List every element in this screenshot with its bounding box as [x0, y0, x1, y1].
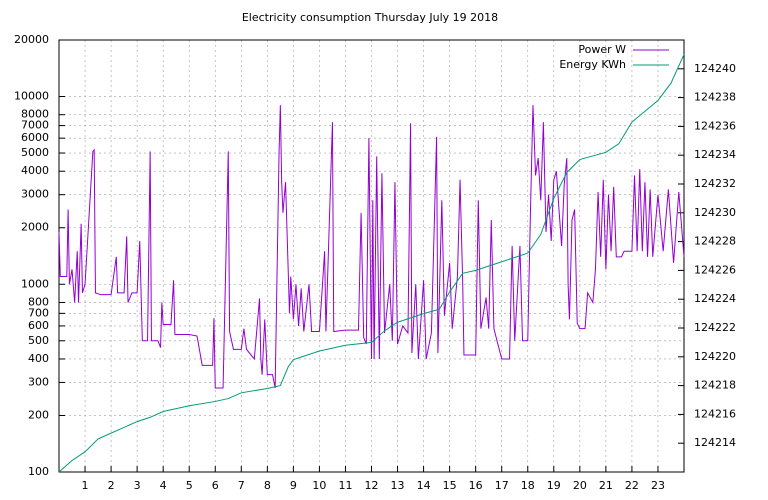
- x-tick-label: 11: [338, 479, 352, 492]
- x-tick-label: 3: [134, 479, 141, 492]
- y-tick-label: 1000: [21, 277, 49, 290]
- series-line: [58, 54, 685, 473]
- x-tick-label: 23: [651, 479, 665, 492]
- x-tick-label: 20: [573, 479, 587, 492]
- x-tick-label: 2: [108, 479, 115, 492]
- y-tick-label: 700: [28, 306, 49, 319]
- y-tick-label: 500: [28, 334, 49, 347]
- y-tick-label: 300: [28, 375, 49, 388]
- y2-tick-label: 124232: [694, 177, 736, 190]
- y-tick-label: 20000: [14, 33, 49, 46]
- y-tick-label: 10000: [14, 90, 49, 103]
- x-tick-label: 8: [264, 479, 271, 492]
- y2-tick-label: 124238: [694, 91, 736, 104]
- x-tick-label: 17: [495, 479, 509, 492]
- y2-tick-label: 124228: [694, 235, 736, 248]
- y-tick-label: 3000: [21, 188, 49, 201]
- y-tick-label: 8000: [21, 108, 49, 121]
- y2-tick-label: 124222: [694, 321, 736, 334]
- x-tick-label: 9: [290, 479, 297, 492]
- x-tick-label: 12: [365, 479, 379, 492]
- x-tick-label: 16: [469, 479, 483, 492]
- x-tick-label: 18: [521, 479, 535, 492]
- y-tick-label: 6000: [21, 131, 49, 144]
- y-tick-label: 5000: [21, 146, 49, 159]
- y2-tick-label: 124218: [694, 379, 736, 392]
- legend-label: Energy KWh: [559, 58, 626, 71]
- x-tick-label: 15: [443, 479, 457, 492]
- y-tick-label: 4000: [21, 164, 49, 177]
- legend-label: Power W: [578, 43, 626, 56]
- y2-tick-label: 124220: [694, 350, 736, 363]
- y-tick-label: 2000: [21, 221, 49, 234]
- x-tick-label: 21: [599, 479, 613, 492]
- x-tick-label: 14: [417, 479, 431, 492]
- y2-tick-label: 124216: [694, 407, 736, 420]
- y-tick-label: 600: [28, 319, 49, 332]
- x-tick-label: 1: [82, 479, 89, 492]
- y2-tick-label: 124226: [694, 263, 736, 276]
- x-tick-label: 13: [391, 479, 405, 492]
- y2-tick-label: 124234: [694, 148, 736, 161]
- y2-tick-label: 124236: [694, 119, 736, 132]
- x-tick-label: 22: [625, 479, 639, 492]
- y2-tick-label: 124224: [694, 292, 736, 305]
- y-tick-label: 100: [28, 465, 49, 478]
- y-tick-label: 7000: [21, 119, 49, 132]
- y2-tick-label: 124230: [694, 206, 736, 219]
- y-tick-label: 800: [28, 295, 49, 308]
- y-tick-label: 200: [28, 408, 49, 421]
- x-tick-label: 10: [312, 479, 326, 492]
- chart-title: Electricity consumption Thursday July 19…: [242, 11, 498, 24]
- x-tick-label: 4: [160, 479, 167, 492]
- y2-tick-label: 124240: [694, 62, 736, 75]
- x-tick-label: 6: [212, 479, 219, 492]
- x-tick-label: 19: [547, 479, 561, 492]
- y-tick-label: 400: [28, 352, 49, 365]
- y2-tick-label: 124214: [694, 436, 736, 449]
- x-tick-label: 7: [238, 479, 245, 492]
- series-line: [58, 105, 685, 389]
- x-tick-label: 5: [186, 479, 193, 492]
